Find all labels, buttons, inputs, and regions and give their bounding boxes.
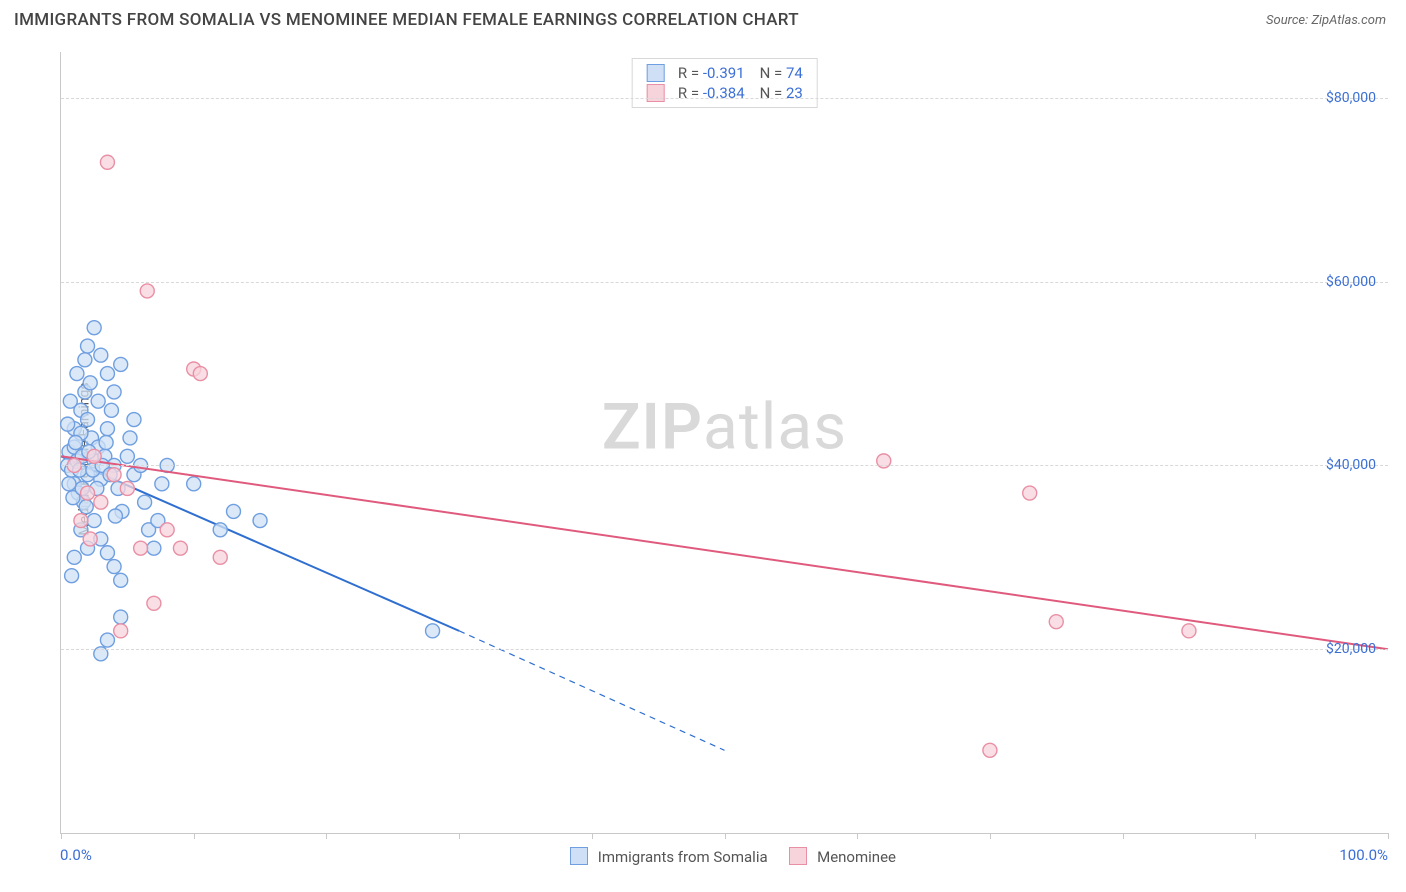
y-tick-label: $80,000 [1326, 90, 1376, 106]
legend-swatch-series-1 [789, 847, 807, 865]
legend-row-series-0: R = -0.391 N = 74 [646, 63, 803, 83]
legend-label-series-0: Immigrants from Somalia [598, 848, 768, 866]
n-label: N = [760, 84, 786, 102]
chart-area: Median Female Earnings ZIPatlas R = -0.3… [14, 40, 1392, 878]
source-prefix: Source: [1266, 13, 1311, 28]
n-value-0: 74 [786, 64, 803, 82]
y-tick-label: $20,000 [1326, 641, 1376, 657]
plot-area: ZIPatlas R = -0.391 N = 74 R = -0.384 N … [60, 52, 1388, 834]
x-axis-row: 0.0% 100.0% Immigrants from Somalia Meno… [60, 838, 1388, 872]
n-value-1: 23 [786, 84, 803, 102]
y-tick-label: $40,000 [1326, 457, 1376, 473]
scatter-svg [61, 52, 1388, 833]
legend-swatch-1 [646, 84, 664, 102]
legend-swatch-0 [646, 64, 664, 82]
source-name: ZipAtlas.com [1311, 13, 1386, 28]
n-label: N = [760, 64, 786, 82]
legend-swatch-series-0 [570, 847, 588, 865]
r-value-1: -0.384 [703, 84, 745, 102]
chart-header: IMMIGRANTS FROM SOMALIA VS MENOMINEE MED… [0, 0, 1406, 36]
legend-row-series-1: R = -0.384 N = 23 [646, 83, 803, 103]
r-value-0: -0.391 [703, 64, 745, 82]
correlation-legend: R = -0.391 N = 74 R = -0.384 N = 23 [631, 58, 818, 108]
r-label: R = [678, 64, 703, 82]
legend-label-series-1: Menominee [817, 848, 896, 866]
source-attribution: Source: ZipAtlas.com [1266, 13, 1386, 28]
y-tick-label: $60,000 [1326, 274, 1376, 290]
series-legend: Immigrants from Somalia Menominee [60, 847, 1388, 866]
chart-title: IMMIGRANTS FROM SOMALIA VS MENOMINEE MED… [14, 10, 799, 30]
r-label: R = [678, 84, 703, 102]
